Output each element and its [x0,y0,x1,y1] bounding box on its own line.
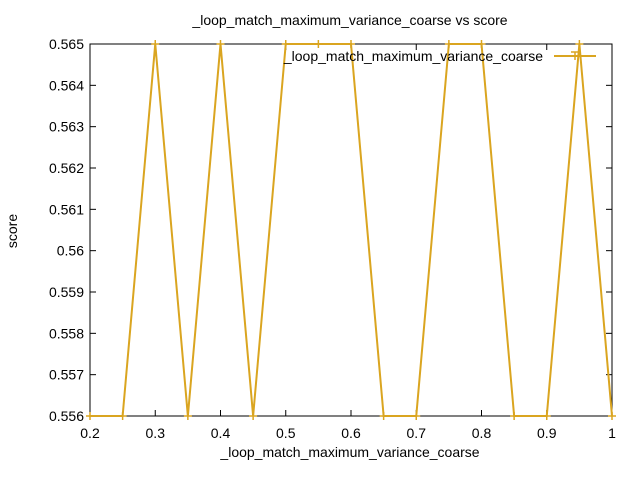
y-tick-label-7: 0.563 [49,119,84,135]
y-tick-label-4: 0.56 [57,243,84,259]
data-point-0-2 [151,40,160,48]
legend-marker [571,51,579,60]
legend-label: _loop_match_maximum_variance_coarse [283,48,543,64]
y-tick-label-5: 0.561 [49,201,84,217]
data-point-0-10 [412,412,421,420]
y-tick-label-2: 0.558 [49,325,84,341]
y-tick-label-9: 0.565 [49,36,84,52]
y-axis-ticks: 0.556 0.557 0.558 0.559 0.56 0.561 0.562 0.563 0… [49,36,612,424]
y-axis-label: score [4,214,20,248]
x-tick-label-3: 0.5 [276,425,296,441]
data-point-0-9 [379,412,388,420]
data-point-0-6 [281,40,290,48]
data-point-0-3 [183,412,192,420]
data-point-0-11 [444,40,453,48]
y-tick-label-0: 0.556 [49,408,84,424]
data-point-0-13 [510,412,519,420]
x-tick-label-0: 0.2 [80,425,100,441]
y-tick-label-3: 0.559 [49,284,84,300]
data-point-0-1 [118,412,127,420]
data-point-0-8 [347,40,355,48]
x-tick-label-5: 0.7 [407,425,427,441]
data-point-0-16 [608,412,616,420]
chart-title: _loop_match_maximum_variance_coarse vs s… [191,12,507,28]
data-point-0-14 [542,412,551,420]
y-tick-label-6: 0.562 [49,160,84,176]
data-point-0-5 [249,412,258,420]
x-axis-label: _loop_match_maximum_variance_coarse [219,444,479,460]
x-tick-label-6: 0.8 [472,425,492,441]
x-tick-label-8: 1 [608,425,616,441]
data-point-0-12 [477,40,486,48]
y-tick-label-1: 0.557 [49,367,84,383]
x-tick-label-7: 0.9 [537,425,557,441]
series-layer [86,40,616,420]
series-line-0 [90,43,613,417]
plot-frame [89,43,613,417]
data-point-0-0 [86,412,94,420]
data-point-0-15 [575,40,584,48]
legend: _loop_match_maximum_variance_coarse [283,48,596,64]
x-tick-label-4: 0.6 [341,425,361,441]
x-tick-label-2: 0.4 [211,425,231,441]
x-tick-label-1: 0.3 [146,425,166,441]
y-tick-label-8: 0.564 [49,77,84,93]
data-point-0-7 [314,40,323,48]
data-point-0-4 [216,40,225,48]
